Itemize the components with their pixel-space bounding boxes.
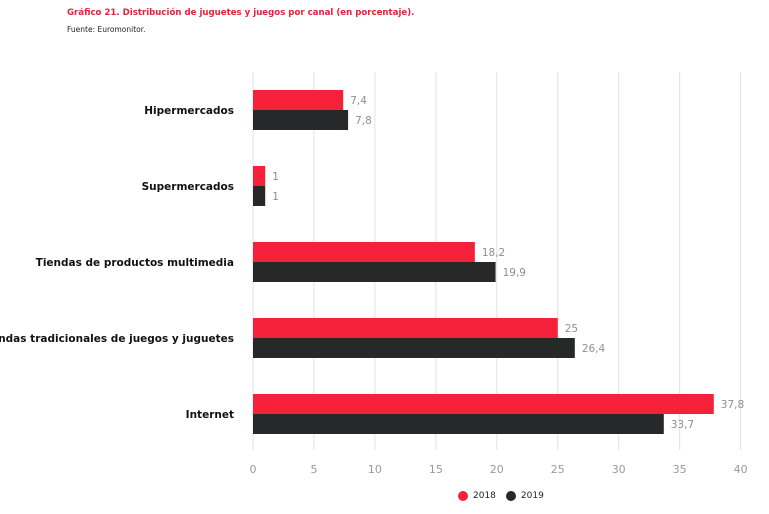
chart-source: Fuente: Euromonitor. xyxy=(67,25,146,34)
x-tick-label: 15 xyxy=(429,463,443,476)
category-label: Supermercados xyxy=(142,181,234,193)
legend-swatch-2019 xyxy=(505,491,516,501)
data-label-2019: 1 xyxy=(272,191,279,203)
data-label-2018: 1 xyxy=(272,171,279,183)
bar-2018 xyxy=(253,242,475,262)
legend-label-2018: 2018 xyxy=(473,491,496,501)
x-tick-label: 5 xyxy=(310,463,317,476)
data-label-2019: 33,7 xyxy=(671,419,694,431)
bar-2018 xyxy=(253,166,266,186)
data-label-2018: 7,4 xyxy=(350,95,367,107)
bar-2019 xyxy=(253,110,349,130)
legend-swatch-2018 xyxy=(458,491,468,501)
legend-label-2019: 2019 xyxy=(520,491,544,501)
bar-2019 xyxy=(253,262,496,282)
bar-2018 xyxy=(253,90,344,110)
x-tick-label: 25 xyxy=(551,463,565,476)
bar-2019 xyxy=(253,186,266,206)
category-label: Internet xyxy=(186,409,234,421)
category-label: Hipermercados xyxy=(144,105,234,117)
data-label-2018: 18,2 xyxy=(482,247,505,259)
bar-2019 xyxy=(253,414,664,434)
x-tick-label: 0 xyxy=(250,463,257,476)
x-tick-label: 35 xyxy=(673,463,687,476)
data-label-2019: 19,9 xyxy=(503,267,526,279)
legend-item-2019: 2019 xyxy=(505,491,544,501)
data-label-2019: 7,8 xyxy=(355,115,372,127)
x-tick-label: 20 xyxy=(490,463,504,476)
x-tick-label: 40 xyxy=(734,463,748,476)
data-label-2019: 26,4 xyxy=(582,343,606,355)
bar-2018 xyxy=(253,318,558,338)
category-label: Tiendas de productos multimedia xyxy=(36,257,234,269)
bar-chart: 0 5 10 15 20 25 30 35 40 7,4 7,8 Hipermercados 1 1 Sup… xyxy=(0,72,748,476)
chart-title: Gráfico 21. Distribución de juguetes y j… xyxy=(67,8,415,18)
chart-legend: 2018 2019 xyxy=(458,491,554,501)
x-tick-label: 10 xyxy=(368,463,382,476)
x-tick-label: 30 xyxy=(612,463,626,476)
bar-2019 xyxy=(253,338,575,358)
bar-2018 xyxy=(253,394,714,414)
data-label-2018: 25 xyxy=(565,323,578,335)
category-label: Tiendas tradicionales de juegos y juguet… xyxy=(0,333,234,345)
data-label-2018: 37,8 xyxy=(721,399,744,411)
legend-item-2018: 2018 xyxy=(458,491,496,501)
